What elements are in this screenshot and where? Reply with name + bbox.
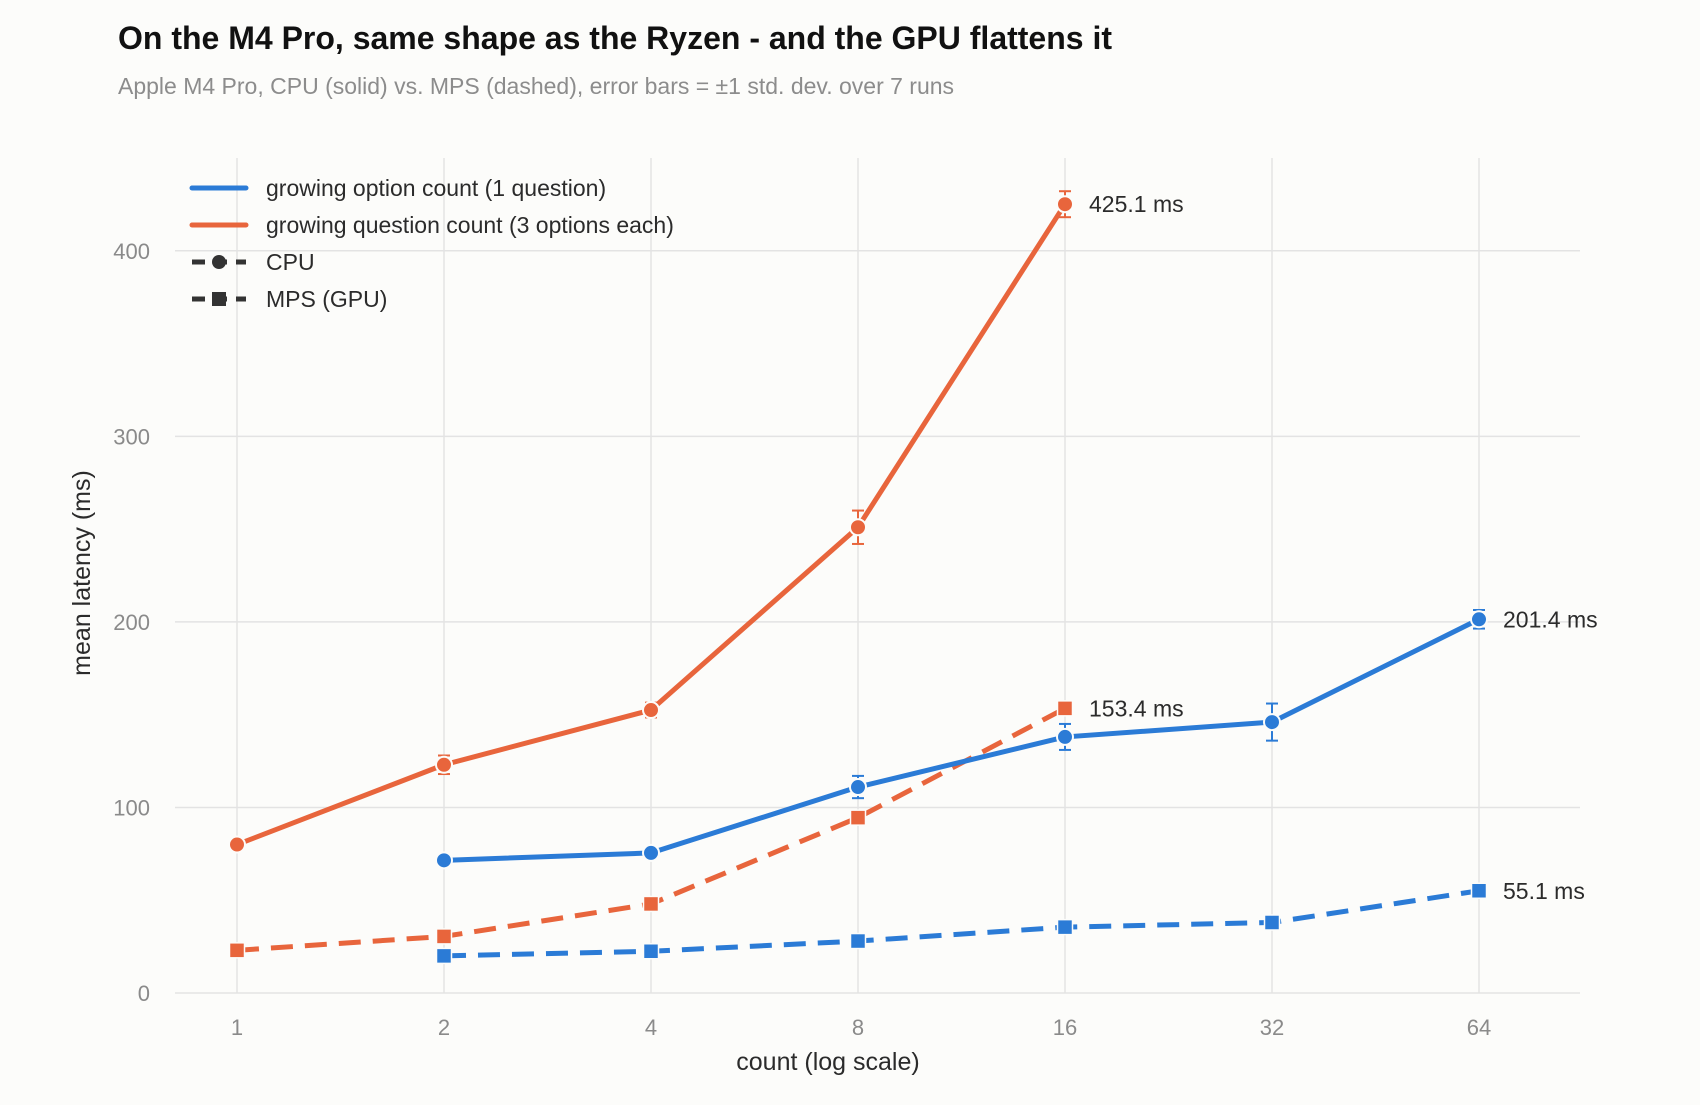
data-point	[1056, 727, 1074, 746]
data-point	[849, 809, 867, 826]
data-point	[1470, 882, 1488, 900]
end-value-label: 201.4 ms	[1503, 606, 1598, 632]
data-point	[642, 943, 660, 960]
x-tick-label: 4	[645, 1015, 657, 1040]
chart-subtitle: Apple M4 Pro, CPU (solid) vs. MPS (dashe…	[118, 73, 954, 99]
data-point	[435, 947, 453, 965]
y-axis-label: mean latency (ms)	[68, 470, 96, 676]
data-point	[1056, 918, 1074, 936]
data-point	[1263, 914, 1281, 931]
legend-marker	[212, 255, 226, 269]
series-cpu-questions: 425.1 ms	[228, 190, 1184, 854]
data-point	[435, 851, 453, 870]
series-line	[441, 616, 1482, 863]
legend-item: MPS (GPU)	[192, 286, 387, 312]
x-tick-label: 64	[1467, 1015, 1491, 1040]
legend-item: growing question count (3 options each)	[189, 212, 674, 238]
legend-marker	[212, 292, 226, 306]
end-value-label: 55.1 ms	[1503, 878, 1585, 904]
series: 153.4 ms 55.1 ms 425.1 ms 201.4 ms	[228, 190, 1598, 965]
data-point	[228, 835, 246, 854]
axis-ticks: 0 100 200 300 400 1 2 4 8 16 32 64	[113, 239, 1491, 1040]
gridlines	[175, 158, 1580, 994]
data-point	[228, 942, 246, 959]
data-point	[1056, 700, 1074, 717]
x-tick-label: 1	[231, 1015, 243, 1040]
y-tick-label: 100	[113, 795, 150, 820]
data-point	[849, 518, 867, 537]
x-axis-label: count (log scale)	[736, 1048, 919, 1076]
data-point	[642, 843, 660, 862]
x-tick-label: 32	[1260, 1015, 1284, 1040]
data-point	[435, 755, 453, 774]
x-tick-label: 8	[852, 1015, 864, 1040]
y-tick-label: 0	[138, 981, 150, 1006]
legend-item: growing option count (1 question)	[189, 175, 606, 201]
legend-label: growing option count (1 question)	[266, 175, 606, 201]
series-mps-options: 55.1 ms	[435, 878, 1585, 965]
data-point	[849, 778, 867, 797]
end-value-label: 153.4 ms	[1089, 695, 1184, 721]
data-point	[1056, 195, 1074, 214]
x-tick-label: 16	[1053, 1015, 1077, 1040]
legend-label: MPS (GPU)	[266, 286, 387, 312]
data-point	[1470, 610, 1488, 629]
end-value-label: 425.1 ms	[1089, 191, 1184, 217]
data-point	[435, 928, 453, 945]
series-cpu-options: 201.4 ms	[435, 606, 1598, 870]
y-tick-label: 400	[113, 239, 150, 264]
y-tick-label: 200	[113, 610, 150, 635]
legend: growing option count (1 question) growing…	[189, 175, 674, 312]
legend-label: growing question count (3 options each)	[266, 212, 674, 238]
series-mps-questions: 153.4 ms	[228, 695, 1184, 959]
legend-label: CPU	[266, 249, 315, 275]
data-point	[642, 895, 660, 913]
data-point	[849, 932, 867, 950]
data-point	[1263, 713, 1281, 732]
series-line	[443, 888, 1480, 959]
chart-title: On the M4 Pro, same shape as the Ryzen -…	[118, 20, 1112, 56]
x-tick-label: 2	[438, 1015, 450, 1040]
y-tick-label: 300	[113, 424, 150, 449]
legend-item: CPU	[192, 249, 315, 275]
data-point	[642, 701, 660, 720]
